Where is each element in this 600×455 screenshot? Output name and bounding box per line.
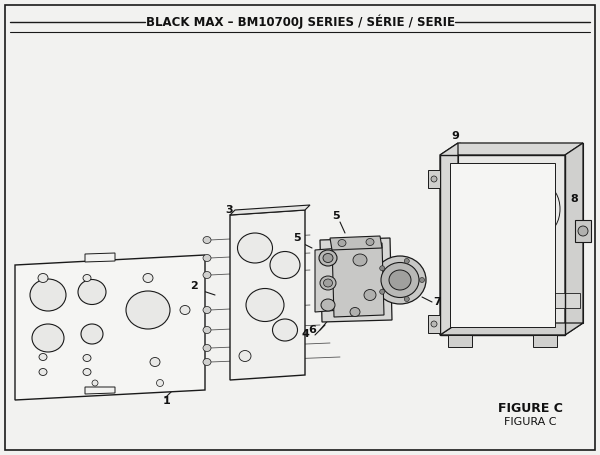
Text: 1: 1 bbox=[163, 396, 171, 406]
Polygon shape bbox=[230, 210, 305, 380]
Text: FIGURA C: FIGURA C bbox=[504, 417, 556, 427]
Polygon shape bbox=[315, 248, 340, 312]
Text: 9: 9 bbox=[451, 131, 459, 141]
Polygon shape bbox=[448, 335, 472, 347]
Polygon shape bbox=[332, 243, 384, 317]
Text: 8: 8 bbox=[570, 194, 578, 204]
Polygon shape bbox=[461, 293, 580, 308]
Text: 7: 7 bbox=[433, 297, 441, 307]
Ellipse shape bbox=[389, 270, 411, 290]
Ellipse shape bbox=[380, 266, 385, 271]
Polygon shape bbox=[428, 170, 440, 188]
Ellipse shape bbox=[150, 358, 160, 366]
Ellipse shape bbox=[320, 276, 336, 290]
Polygon shape bbox=[440, 143, 458, 335]
Text: BLACK MAX – BM10700J SERIES / SÉRIE / SERIE: BLACK MAX – BM10700J SERIES / SÉRIE / SE… bbox=[146, 15, 455, 29]
Ellipse shape bbox=[323, 279, 332, 287]
Ellipse shape bbox=[83, 354, 91, 362]
Polygon shape bbox=[440, 143, 583, 155]
Ellipse shape bbox=[366, 238, 374, 246]
Text: FIGURE C: FIGURE C bbox=[497, 401, 562, 415]
Text: 5: 5 bbox=[332, 211, 340, 221]
Ellipse shape bbox=[338, 239, 346, 247]
Ellipse shape bbox=[203, 344, 211, 352]
Ellipse shape bbox=[81, 324, 103, 344]
Ellipse shape bbox=[239, 350, 251, 362]
Ellipse shape bbox=[203, 327, 211, 334]
Ellipse shape bbox=[30, 279, 66, 311]
Ellipse shape bbox=[532, 187, 560, 232]
Ellipse shape bbox=[364, 289, 376, 300]
Text: 4: 4 bbox=[302, 329, 310, 339]
Ellipse shape bbox=[272, 319, 298, 341]
Ellipse shape bbox=[83, 274, 91, 282]
Polygon shape bbox=[85, 387, 115, 394]
Text: 5: 5 bbox=[293, 233, 301, 243]
Polygon shape bbox=[230, 205, 310, 215]
Ellipse shape bbox=[126, 291, 170, 329]
Ellipse shape bbox=[380, 289, 385, 294]
Ellipse shape bbox=[458, 173, 514, 235]
Ellipse shape bbox=[83, 369, 91, 375]
Ellipse shape bbox=[157, 379, 163, 386]
Ellipse shape bbox=[92, 380, 98, 386]
Bar bbox=[575, 220, 591, 242]
Ellipse shape bbox=[270, 252, 300, 278]
Ellipse shape bbox=[350, 308, 360, 317]
Ellipse shape bbox=[323, 253, 333, 263]
Ellipse shape bbox=[319, 250, 337, 266]
Ellipse shape bbox=[78, 279, 106, 304]
Ellipse shape bbox=[353, 254, 367, 266]
Text: 2: 2 bbox=[190, 281, 198, 291]
Ellipse shape bbox=[238, 233, 272, 263]
Ellipse shape bbox=[431, 321, 437, 327]
Ellipse shape bbox=[39, 354, 47, 360]
Bar bbox=[450, 163, 555, 327]
Polygon shape bbox=[330, 236, 382, 250]
Text: 3: 3 bbox=[225, 205, 233, 215]
Ellipse shape bbox=[404, 297, 409, 302]
Polygon shape bbox=[428, 315, 440, 333]
Ellipse shape bbox=[203, 254, 211, 262]
Polygon shape bbox=[533, 335, 557, 347]
Polygon shape bbox=[458, 143, 583, 323]
Ellipse shape bbox=[431, 176, 437, 182]
Text: 6: 6 bbox=[308, 325, 316, 335]
Polygon shape bbox=[85, 253, 115, 262]
Ellipse shape bbox=[578, 226, 588, 236]
Polygon shape bbox=[320, 238, 392, 322]
Ellipse shape bbox=[39, 369, 47, 375]
Ellipse shape bbox=[419, 278, 425, 283]
Ellipse shape bbox=[203, 307, 211, 313]
Ellipse shape bbox=[381, 263, 419, 298]
Polygon shape bbox=[565, 143, 583, 335]
Ellipse shape bbox=[404, 258, 409, 263]
Polygon shape bbox=[440, 323, 583, 335]
Ellipse shape bbox=[38, 273, 48, 283]
Ellipse shape bbox=[321, 299, 335, 311]
Ellipse shape bbox=[180, 305, 190, 314]
Ellipse shape bbox=[246, 288, 284, 322]
Ellipse shape bbox=[32, 324, 64, 352]
Ellipse shape bbox=[203, 237, 211, 243]
Ellipse shape bbox=[203, 359, 211, 365]
Ellipse shape bbox=[374, 256, 426, 304]
Ellipse shape bbox=[143, 273, 153, 283]
Ellipse shape bbox=[203, 272, 211, 278]
Polygon shape bbox=[15, 255, 205, 400]
